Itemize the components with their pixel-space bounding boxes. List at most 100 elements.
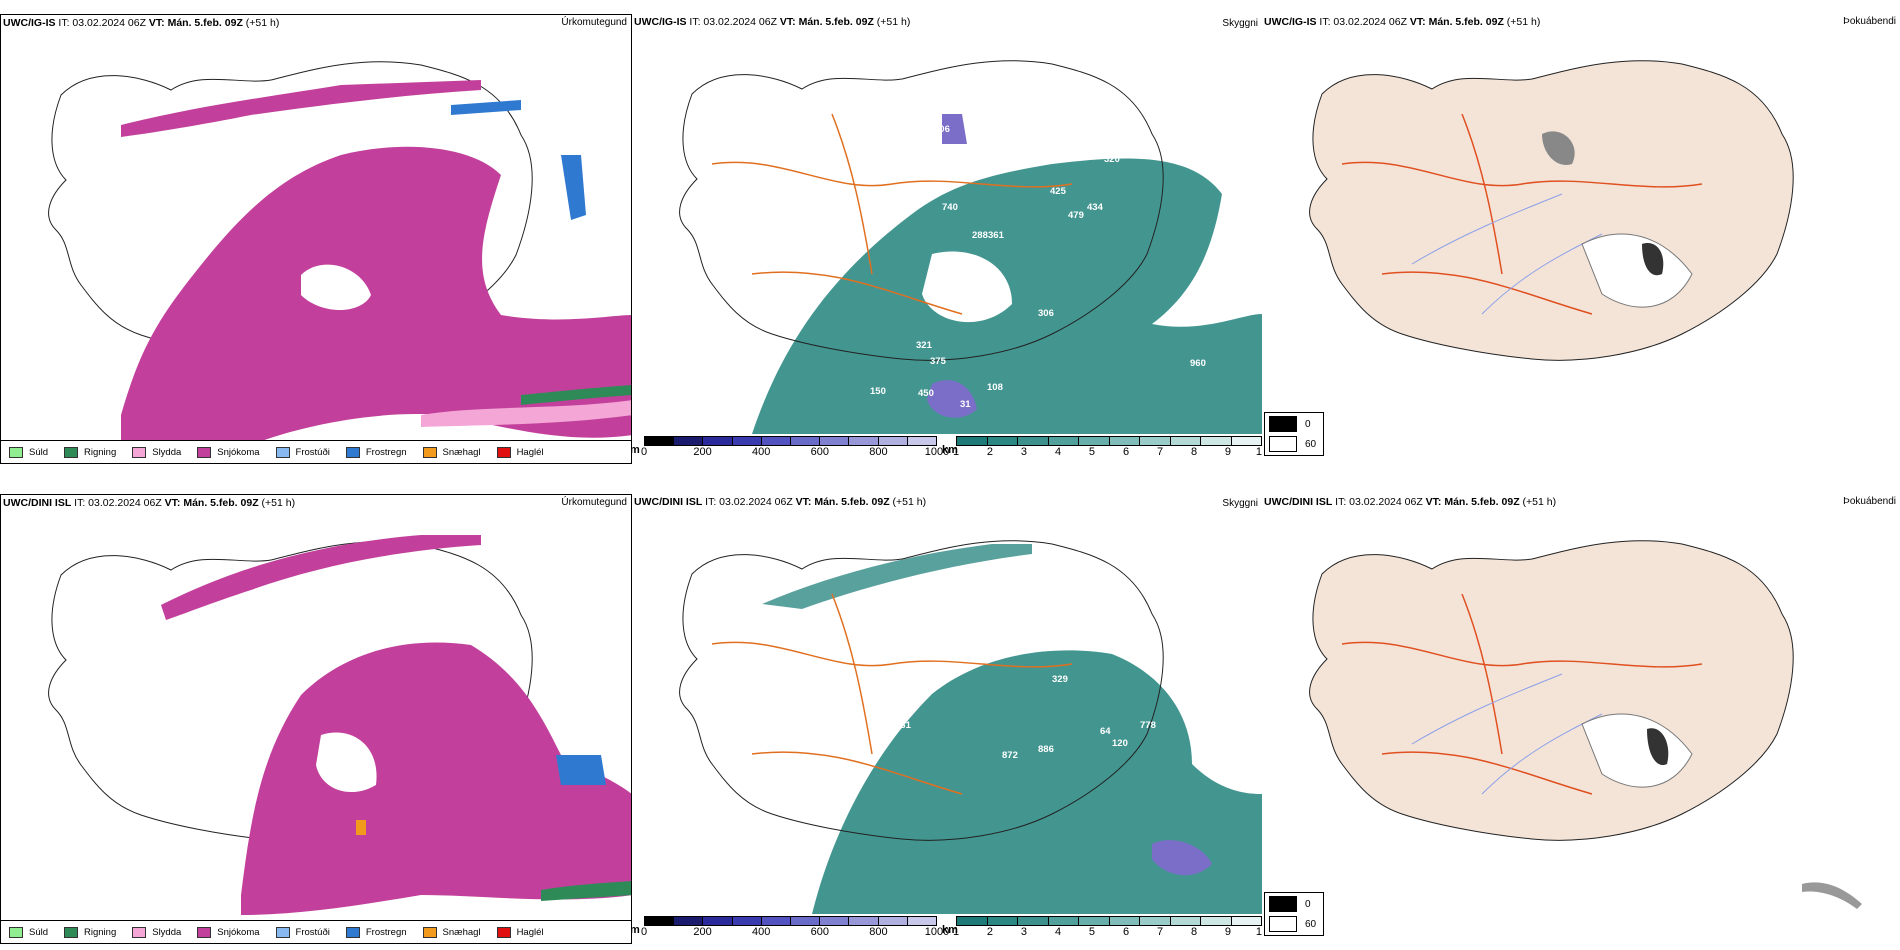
colorbar-cell [703, 437, 733, 445]
colorbar-cell [1079, 437, 1110, 445]
colorbar-tick-label: 3 [1020, 446, 1028, 458]
colorbar-cell [957, 917, 988, 925]
colorbar-tick-label: 6 [1122, 926, 1130, 938]
cloud-base-value: 497 [880, 724, 896, 735]
legend-swatch [197, 926, 212, 938]
precip-legend-item: Súld [9, 926, 48, 938]
cloud-base-value: 915 [977, 574, 993, 585]
panel-header: UWC/IG-IS IT: 03.02.2024 06Z VT: Mán. 5.… [3, 17, 280, 29]
precip-legend-item: Súld [9, 446, 48, 458]
colorbar-cell [1140, 917, 1171, 925]
colorbar-cell [1231, 917, 1261, 925]
iceland-coastline [679, 540, 1164, 841]
snow-pellet-patch [356, 820, 366, 835]
panel-header: UWC/DINI ISL IT: 03.02.2024 06Z VT: Mán.… [634, 496, 927, 508]
fog-panel-bottom: UWC/DINI ISL IT: 03.02.2024 06Z VT: Mán.… [1262, 494, 1900, 944]
legend-label: Snjókoma [217, 446, 260, 458]
legend-swatch [275, 446, 290, 458]
legend-swatch [496, 446, 511, 458]
colorbar-cell [1170, 917, 1201, 925]
precip-legend-item: Haglél [496, 926, 544, 938]
colorbar-tick-label: 3 [1020, 926, 1028, 938]
cloud-base-value: 108 [987, 382, 1003, 393]
legend-label: 0 [1305, 898, 1311, 910]
iceland-coastline [679, 60, 1164, 361]
snow-hole [316, 732, 377, 793]
legend-label: 60 [1305, 438, 1317, 450]
precip-legend-item: Snæhagl [422, 926, 481, 938]
legend-swatch [197, 446, 212, 458]
legend-swatch [496, 926, 511, 938]
cloud-base-value: 479 [1068, 210, 1084, 221]
colorbar-tick-label: 0 [640, 926, 648, 938]
colorbar-tick-label: 1000 [924, 926, 950, 938]
colorbar-cell [732, 917, 762, 925]
iceland-land [1309, 60, 1794, 361]
colorbar-cells [644, 916, 937, 926]
precip-legend-item: Snæhagl [422, 446, 481, 458]
colorbar-tick-label: 5 [1088, 446, 1096, 458]
visibility-band-north [762, 544, 1032, 609]
cloud-base-value: 425 [1050, 186, 1066, 197]
colorbar-tick-label: 4 [1054, 446, 1062, 458]
colorbar-cells [644, 436, 937, 446]
panel-header: UWC/IG-IS IT: 03.02.2024 06Z VT: Mán. 5.… [634, 16, 911, 28]
colorbar-tick-label: 0 [640, 446, 648, 458]
colorbar-unit: km [942, 924, 958, 936]
colorbar-cell [849, 437, 879, 445]
fog-legend-item: 60 [1269, 915, 1319, 933]
cloud-base-value: 510 [894, 698, 910, 709]
cloud-map-bottom [679, 540, 1262, 914]
cloud-base-value: 713 [932, 586, 948, 597]
colorbar-cell [1109, 437, 1140, 445]
sleet-band [421, 400, 631, 427]
legend-swatch [1269, 436, 1297, 452]
colorbar-cell [791, 917, 821, 925]
fog-legend: 0 60 [1264, 892, 1324, 936]
cloud-base-value: 150 [870, 386, 886, 397]
colorbar-cell [878, 917, 908, 925]
fog-offshore-streak [1802, 882, 1862, 909]
colorbar-unit: m [632, 444, 640, 456]
legend-label: Frostregn [365, 926, 407, 938]
legend-swatch [422, 446, 437, 458]
panel-title: Þokuábendi [1843, 16, 1896, 27]
cloud-base-value: 220 [1100, 136, 1116, 147]
legend-label: Slydda [152, 446, 182, 458]
roads [711, 113, 1073, 315]
panel-header: UWC/DINI ISL IT: 03.02.2024 06Z VT: Mán.… [3, 497, 296, 509]
colorbar-cell [1079, 917, 1110, 925]
legend-label: Frostregn [365, 446, 407, 458]
precip-legend-item: Frostregn [345, 446, 407, 458]
roads [1341, 593, 1703, 795]
cloud-base-value: 778 [1140, 720, 1156, 731]
legend-swatch [422, 926, 437, 938]
roads [1341, 113, 1703, 315]
cloud-base-colorbar: m 0 200 400 600 800 1000 [632, 436, 949, 460]
colorbar-tick-label: 10 [1255, 446, 1262, 458]
fog-area [1581, 233, 1693, 308]
precip-legend-item: Snjókoma [197, 446, 260, 458]
colorbar-cell [1109, 917, 1140, 925]
cloud-base-patch [942, 114, 967, 144]
legend-swatch [64, 446, 79, 458]
colorbar-cell [1201, 917, 1232, 925]
cloud-base-value: 321 [916, 340, 932, 351]
colorbar-cell [907, 917, 937, 925]
colorbar-cell [761, 917, 792, 925]
legend-label: Haglél [516, 446, 544, 458]
freezing-rain-band [451, 100, 521, 115]
legend-swatch [345, 926, 360, 938]
precip-legend-item: Frostregn [345, 926, 407, 938]
precip-legend-item: Slydda [132, 926, 181, 938]
cloud-base-value: 285 [1084, 118, 1100, 129]
cloud-base-value: 506 [934, 124, 950, 135]
colorbar-cell [820, 437, 850, 445]
colorbar-cell [732, 437, 762, 445]
panel-title: Úrkomutegund [561, 17, 627, 28]
legend-swatch [345, 446, 360, 458]
colorbar-cell [1231, 437, 1261, 445]
colorbar-tick-label: 200 [693, 446, 712, 458]
colorbar-tick-label: 800 [869, 446, 888, 458]
colorbar-unit: km [942, 444, 958, 456]
